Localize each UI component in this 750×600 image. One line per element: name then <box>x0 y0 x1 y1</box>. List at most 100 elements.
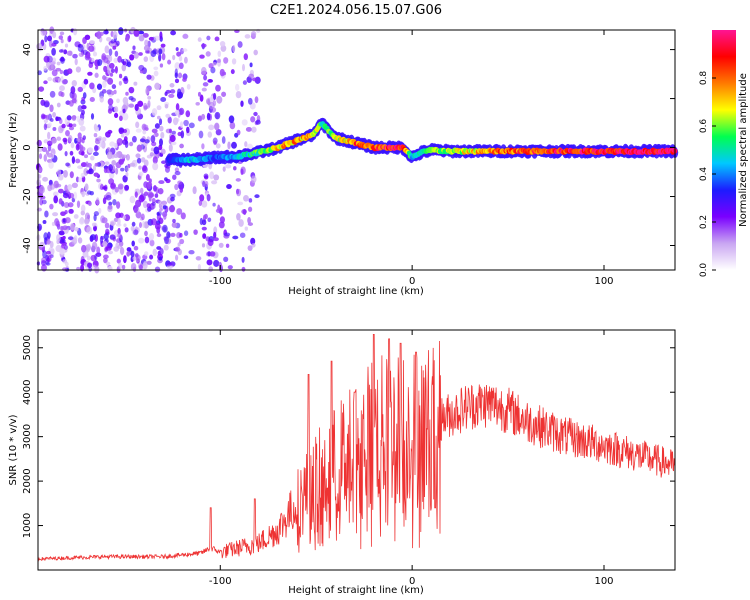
spectrogram-noise-point <box>63 244 68 250</box>
spectrogram-noise-point <box>118 127 125 135</box>
spectrogram-x-ticks: -100 0 100 <box>209 30 614 287</box>
spectrogram-noise-point <box>199 94 204 102</box>
spectrogram-noise-point <box>213 140 217 146</box>
spectrogram-noise-point <box>126 61 132 68</box>
spectrogram-noise-point <box>125 172 129 177</box>
spectrogram-noise-point <box>46 240 51 245</box>
spectrogram-noise-point <box>220 44 227 52</box>
spectrogram-noise-point <box>118 262 123 270</box>
spectrogram-noise-point <box>219 216 225 224</box>
spectrogram-noise-point <box>43 80 48 85</box>
spectrogram-noise-point <box>77 177 83 183</box>
spectrogram-noise-point <box>139 187 144 194</box>
spectrogram-noise-point <box>51 137 57 144</box>
spectrogram-noise-point <box>225 164 232 169</box>
spectrogram-noise-point <box>79 125 86 132</box>
spectrogram-noise-point <box>198 200 203 206</box>
spectrogram-noise-point <box>138 237 145 244</box>
colorbar-tick-label: 0.6 <box>699 119 709 134</box>
spectrogram-noise-point <box>158 118 163 126</box>
snr-x-tick-label: -100 <box>209 576 232 587</box>
spectrogram-noise-point <box>75 158 81 164</box>
spectrogram-noise-point <box>209 251 216 257</box>
spectrogram-noise-point <box>182 33 189 39</box>
spectrogram-y-tick-label: 20 <box>22 92 33 105</box>
spectrogram-noise-point <box>179 121 184 128</box>
spectrogram-noise-point <box>111 159 117 166</box>
spectrogram-noise-point <box>61 238 66 244</box>
spectrogram-noise-point <box>151 108 158 116</box>
spectrogram-noise-point <box>124 184 130 191</box>
spectrogram-noise-point <box>55 220 61 228</box>
spectrogram-noise-point <box>253 111 258 117</box>
spectrogram-noise-point <box>89 96 95 103</box>
spectrogram-noise-point <box>60 56 65 62</box>
spectrogram-noise-point <box>79 136 83 143</box>
spectrogram-noise-point <box>64 43 69 48</box>
spectrogram-noise-point <box>49 241 54 249</box>
spectrogram-noise-point <box>113 142 118 149</box>
spectrogram-noise-point <box>94 144 99 152</box>
spectrogram-noise-point <box>106 37 112 42</box>
snr-y-tick-label: 4000 <box>22 379 33 404</box>
spectrogram-noise-point <box>248 73 255 79</box>
spectrogram-noise-point <box>174 246 181 252</box>
spectrogram-noise-point <box>80 162 87 168</box>
spectrogram-noise-point <box>58 198 63 205</box>
spectrogram-noise-point <box>156 105 162 111</box>
spectrogram-noise-point <box>123 223 127 228</box>
spectrogram-noise-point <box>46 55 53 63</box>
spectrogram-noise-point <box>163 244 169 251</box>
spectrogram-noise-point <box>154 193 159 198</box>
spectrogram-noise-point <box>216 95 223 104</box>
spectrogram-noise-point <box>148 233 155 241</box>
spectrogram-noise-point <box>185 110 191 118</box>
figure-title: C2E1.2024.056.15.07.G06 <box>270 3 442 18</box>
spectrogram-y-tick-label: -40 <box>22 237 33 253</box>
spectrogram-noise-point <box>134 103 139 112</box>
spectrogram-noise-point <box>163 213 167 220</box>
spectrogram-noise-point <box>221 136 226 144</box>
spectrogram-noise-point <box>201 66 207 75</box>
spectrogram-noise-point <box>149 239 155 247</box>
spectrogram-noise-point <box>123 77 129 85</box>
spectrogram-noise-point <box>121 64 127 72</box>
spectrogram-noise-point <box>157 188 164 195</box>
spectrogram-noise-point <box>176 51 182 57</box>
spectrogram-noise-point <box>43 232 49 241</box>
spectrogram-noise-point <box>71 92 77 101</box>
spectrogram-noise-point <box>68 50 73 57</box>
spectrogram-noise-point <box>116 201 121 209</box>
spectrogram-noise-point <box>249 62 253 68</box>
spectrogram-noise-point <box>175 103 180 111</box>
spectrogram-noise-point <box>235 83 240 91</box>
spectrogram-noise-point <box>73 191 78 200</box>
spectrogram-noise-point <box>154 82 161 90</box>
spectrogram-noise-point <box>96 31 102 40</box>
spectrogram-noise-point <box>236 129 241 136</box>
spectrogram-noise-point <box>233 166 237 171</box>
spectrogram-noise-point <box>98 207 102 214</box>
spectrogram-noise-point <box>232 235 239 240</box>
spectrogram-noise-point <box>152 248 158 257</box>
spectrogram-noise-point <box>52 212 59 217</box>
spectrogram-noise-point <box>57 143 63 151</box>
spectrogram-noise-point <box>227 141 231 150</box>
spectrogram-noise-point <box>156 233 162 238</box>
spectrogram-noise-point <box>247 245 253 251</box>
spectrogram-noise-point <box>149 254 154 260</box>
spectrogram-noise-point <box>147 193 154 198</box>
spectrogram-noise-point <box>74 58 78 66</box>
spectrogram-noise-point <box>149 202 155 211</box>
snr-y-tick-label: 2000 <box>22 468 33 493</box>
spectrogram-noise-point <box>215 143 221 149</box>
spectrogram-noise-point <box>66 115 72 121</box>
spectrogram-noise-point <box>231 141 237 149</box>
spectrogram-panel: -100 0 100 -40 -20 0 20 40 Height of straight … <box>8 26 679 297</box>
spectrogram-noise-point <box>208 266 214 273</box>
spectrogram-noise-point <box>108 201 113 206</box>
spectrogram-noise-point <box>120 133 125 138</box>
spectrogram-noise-point <box>71 182 78 189</box>
spectrogram-noise-point <box>169 134 176 143</box>
spectrogram-noise-point <box>82 135 86 141</box>
